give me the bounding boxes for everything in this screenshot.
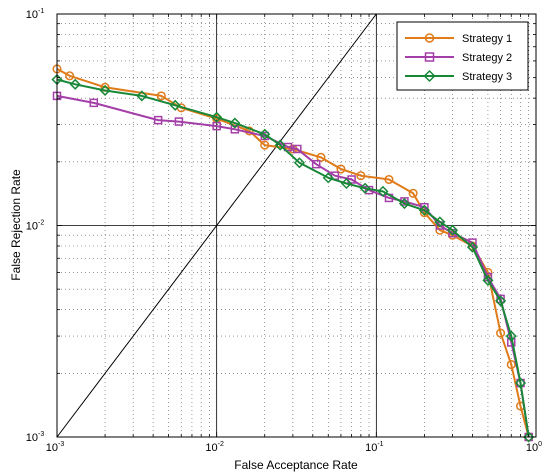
data-point-strategy-2 — [283, 142, 293, 152]
y-tick-label: 10-2 — [26, 220, 45, 233]
legend-marker-strategy-1 — [424, 33, 435, 43]
data-point-strategy-1 — [356, 171, 366, 181]
legend: Strategy 1 Strategy 2 Strategy 3 — [396, 21, 529, 91]
data-point-strategy-1 — [496, 328, 506, 338]
x-tick-label: 10-1 — [365, 441, 384, 454]
series-line-strategy-1 — [56, 68, 530, 438]
y-tick-label-base: 10 — [26, 9, 38, 21]
y-tick-label: 10-3 — [26, 431, 45, 444]
data-point-strategy-2 — [311, 159, 321, 169]
x-tick-label-exponent: -2 — [218, 441, 224, 448]
legend-label-strategy-1: Strategy 1 — [462, 33, 512, 45]
data-point-strategy-3 — [514, 377, 527, 389]
y-tick-label-base: 10 — [26, 432, 38, 444]
x-tick-label-base: 10 — [365, 442, 377, 454]
data-point-strategy-3 — [446, 224, 459, 236]
x-tick-label-base: 10 — [526, 442, 538, 454]
equal-error-reference-line — [56, 13, 377, 438]
x-tick-label: 10-3 — [46, 441, 65, 454]
grid — [57, 14, 536, 437]
data-point-strategy-3 — [322, 172, 334, 184]
axis-ticks — [56, 13, 537, 438]
data-point-strategy-2 — [153, 115, 163, 125]
data-point-strategy-1 — [260, 140, 270, 150]
y-tick-label-base: 10 — [26, 221, 38, 233]
data-point-strategy-3 — [482, 274, 494, 286]
data-point-strategy-3 — [505, 330, 517, 342]
legend-entry-strategy-3: Strategy 3 — [405, 69, 512, 83]
data-point-strategy-2 — [293, 144, 302, 154]
data-point-strategy-3 — [359, 182, 371, 194]
legend-marker-strategy-3 — [423, 69, 436, 83]
data-point-strategy-3 — [274, 139, 286, 151]
legend-entry-strategy-1: Strategy 1 — [405, 33, 512, 45]
y-axis-label: False Rejection Rate — [9, 169, 23, 281]
y-tick-label-exponent: -1 — [38, 8, 44, 15]
data-point-strategy-3 — [377, 185, 389, 197]
data-point-strategy-3 — [523, 431, 535, 443]
data-point-strategy-3 — [169, 99, 181, 111]
x-tick-label-exponent: 0 — [538, 441, 542, 448]
data-point-strategy-3 — [229, 117, 241, 129]
x-tick-label: 100 — [526, 441, 542, 454]
data-point-strategy-1 — [384, 174, 394, 185]
series-group — [51, 64, 535, 443]
data-point-strategy-1 — [506, 360, 516, 370]
data-point-strategy-3 — [69, 78, 81, 90]
y-tick-label-exponent: -2 — [38, 220, 44, 227]
x-tick-label-exponent: -1 — [377, 441, 383, 448]
data-point-strategy-1 — [156, 91, 166, 101]
data-point-strategy-2 — [89, 98, 99, 108]
data-point-strategy-3 — [495, 295, 507, 307]
data-point-strategy-3 — [259, 128, 271, 140]
x-axis-label: False Acceptance Rate — [234, 458, 358, 472]
y-tick-label-exponent: -3 — [38, 431, 44, 438]
series-strategy-2 — [52, 91, 533, 442]
x-tick-label-base: 10 — [205, 442, 217, 454]
y-tick-label: 10-1 — [26, 8, 45, 21]
data-point-strategy-3 — [211, 111, 223, 123]
reference-line-group — [56, 13, 377, 438]
data-point-strategy-3 — [340, 177, 353, 190]
legend-marker-strategy-2 — [424, 52, 435, 62]
data-point-strategy-1 — [408, 188, 418, 198]
data-point-strategy-3 — [398, 197, 411, 210]
data-point-strategy-2 — [347, 175, 356, 184]
data-point-strategy-1 — [336, 164, 346, 174]
legend-label-strategy-3: Strategy 3 — [462, 71, 512, 83]
legend-entry-strategy-2: Strategy 2 — [405, 52, 512, 64]
x-tick-label-base: 10 — [46, 442, 58, 454]
legend-label-strategy-2: Strategy 2 — [462, 52, 512, 64]
data-point-strategy-3 — [99, 84, 111, 97]
data-point-strategy-3 — [418, 204, 430, 216]
data-point-strategy-2 — [174, 117, 184, 126]
series-strategy-3 — [51, 73, 535, 443]
data-point-strategy-1 — [316, 152, 326, 162]
data-point-strategy-3 — [434, 216, 446, 228]
data-point-strategy-3 — [293, 157, 306, 169]
x-tick-label-exponent: -3 — [58, 441, 64, 448]
data-point-strategy-2 — [230, 125, 240, 134]
data-point-strategy-3 — [466, 241, 479, 253]
data-point-strategy-1 — [65, 71, 75, 81]
x-tick-label: 10-2 — [205, 441, 224, 454]
data-point-strategy-3 — [136, 90, 148, 102]
